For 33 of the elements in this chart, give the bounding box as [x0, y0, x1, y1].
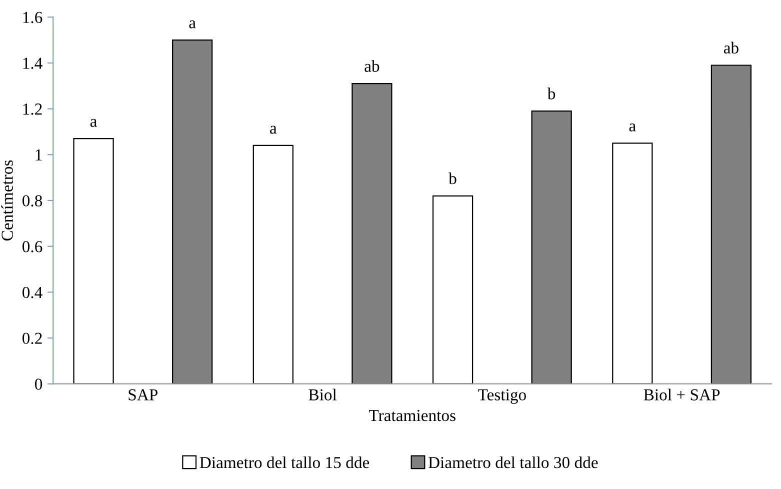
bar [172, 39, 213, 384]
y-tick-label: 1 [36, 149, 42, 160]
bar [73, 138, 114, 384]
y-tick-label: 0.2 [22, 332, 42, 344]
annotation: a [90, 118, 97, 127]
bar [352, 83, 392, 384]
y-tick-label: 0.4 [22, 286, 42, 298]
y-axis-title: Centímetros [1, 160, 13, 241]
annotation: ab [724, 42, 738, 54]
y-tick-label: 0.8 [22, 195, 42, 207]
annotation: b [547, 88, 556, 100]
annotation: b [448, 172, 456, 184]
bar [710, 64, 752, 384]
y-tick-label: 1.2 [23, 104, 42, 115]
annotation: a [270, 126, 277, 134]
y-tick-label: 0 [34, 378, 42, 390]
bar [612, 142, 653, 384]
x-tick-label: Biol [308, 388, 337, 400]
annotation: ab [364, 60, 380, 72]
legend-label: Diametro del tallo 15 dde [200, 456, 370, 468]
bar [432, 195, 474, 384]
y-tick-label: 1.4 [23, 58, 42, 69]
x-tick-label: Testigo [478, 389, 526, 404]
y-tick-label: 0.6 [22, 241, 42, 252]
x-tick-label: SAP [128, 389, 158, 400]
x-axis-title: Tratamientos [368, 410, 456, 422]
annotation: a [629, 123, 636, 132]
y-tick-label: 1.6 [23, 12, 42, 24]
x-tick-label: Biol + SAP [644, 388, 720, 400]
legend-label: Diametro del tallo 30 dde [428, 456, 598, 468]
bar [531, 110, 572, 384]
annotation: a [189, 20, 196, 28]
bar [252, 144, 294, 384]
